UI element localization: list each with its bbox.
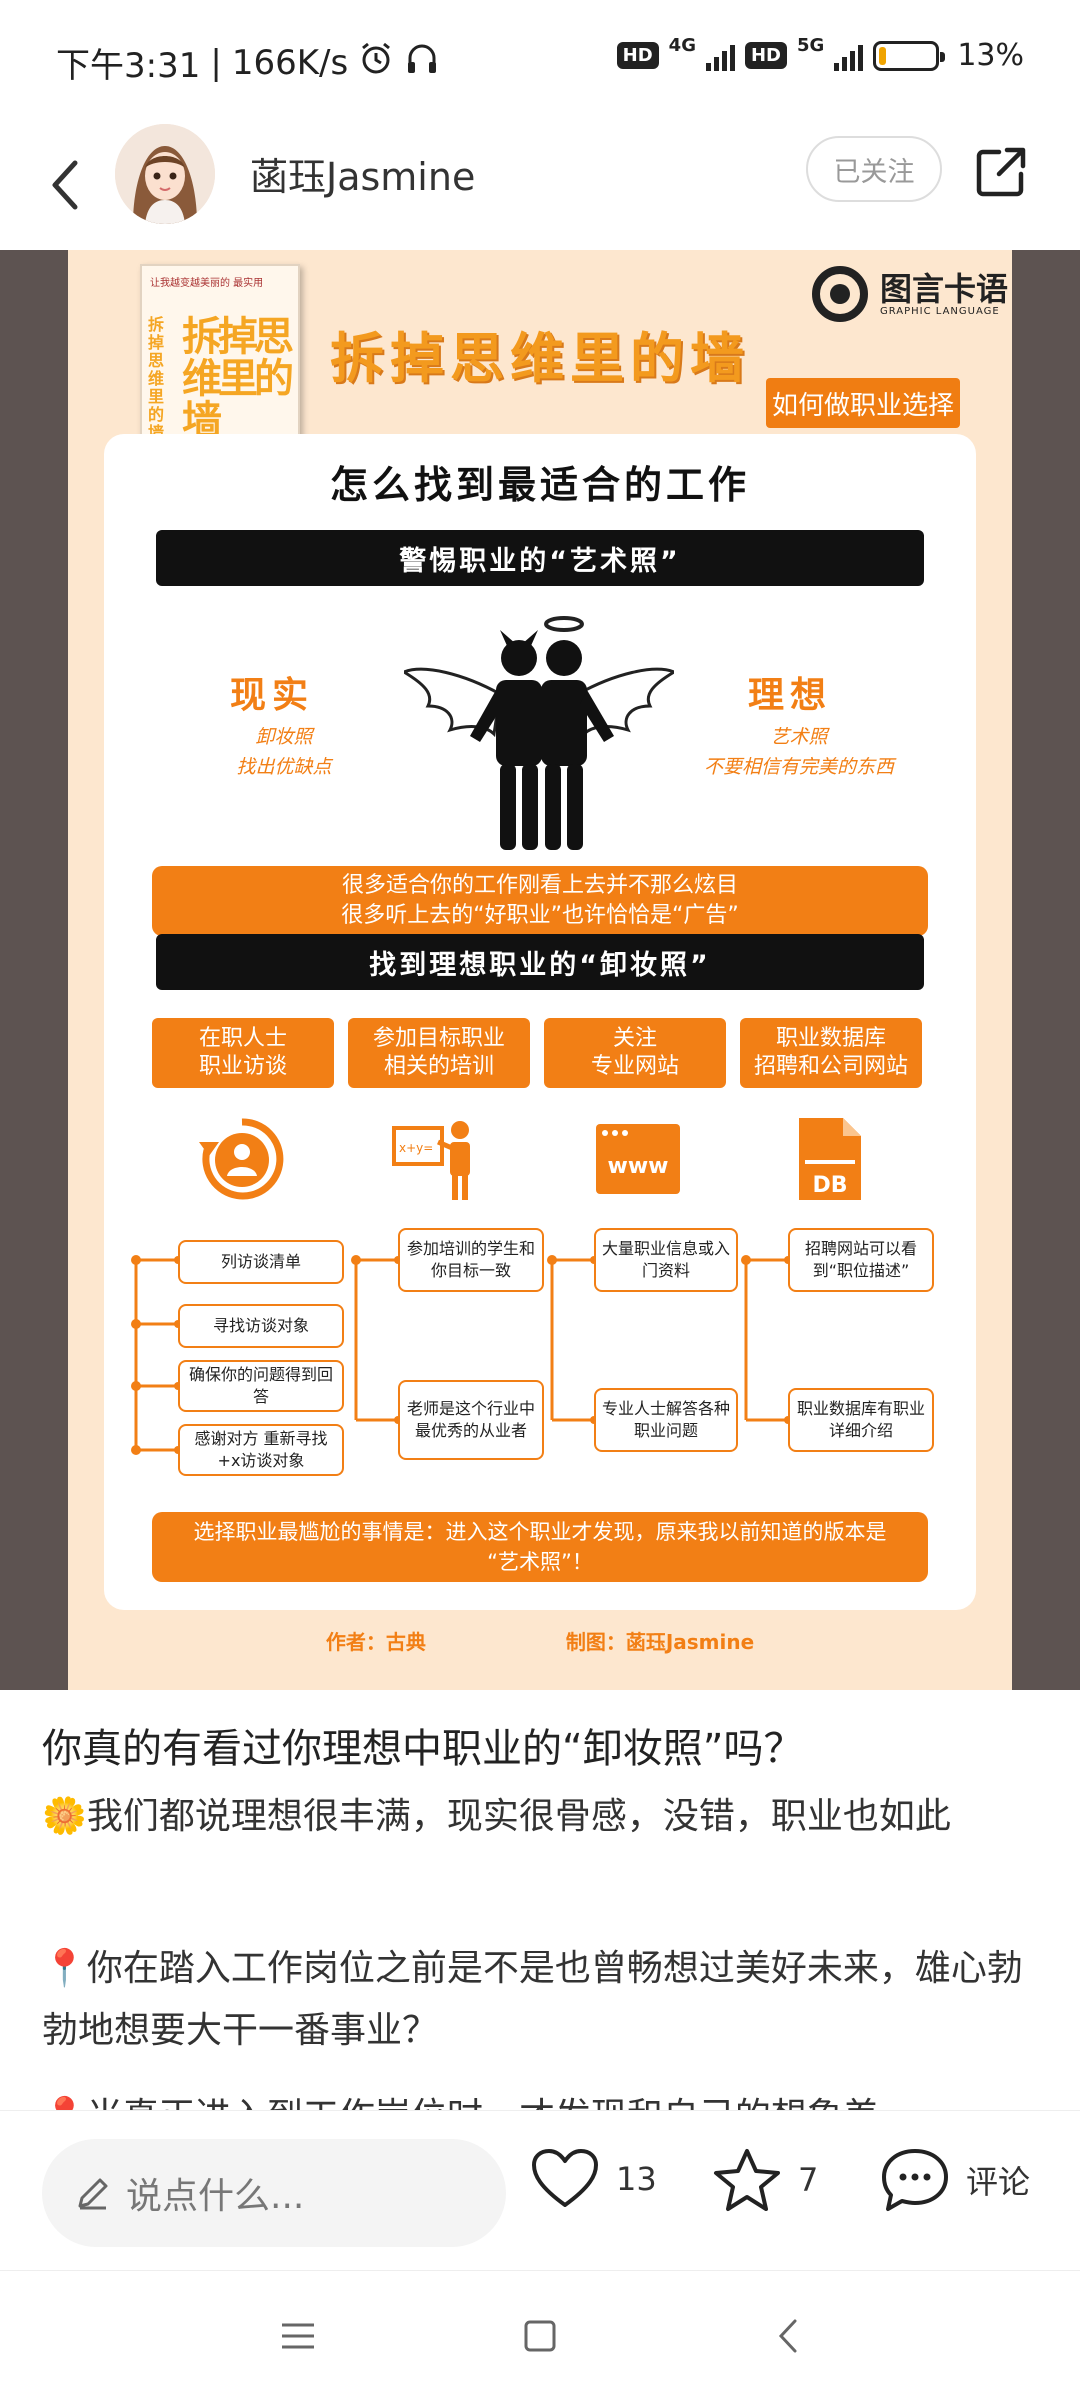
battery-percent: 13% — [957, 38, 1024, 73]
category-interview: 在职人士 职业访谈 — [152, 1018, 334, 1088]
avatar[interactable] — [115, 124, 215, 224]
network-speed: 166K/s — [231, 42, 349, 83]
category-training: 参加目标职业 相关的培训 — [348, 1018, 530, 1088]
author-credit: 作者：古典 — [325, 1630, 426, 1654]
card-title: 怎么找到最适合的工作 — [329, 462, 750, 507]
chevron-left-icon — [52, 160, 78, 210]
poster-card: 怎么找到最适合的工作 警惕职业的“艺术照” 现实 卸妆照 找出优缺点 理想 艺术… — [104, 434, 976, 1610]
like-count: 13 — [616, 2160, 657, 2198]
share-icon — [976, 147, 1026, 197]
signal-bars-icon — [705, 41, 735, 71]
star-icon — [714, 2149, 780, 2211]
step-item: 老师是这个行业中最优秀的从业者 — [398, 1380, 544, 1460]
comment-placeholder: 说点什么... — [126, 2176, 305, 2217]
status-time: 下午3:31 — [56, 46, 201, 86]
triangle-back-icon — [778, 2319, 797, 2353]
network-type-5g: 5G — [797, 35, 825, 56]
brand-logo: 图言卡语 GRAPHIC LANGUAGE — [812, 266, 1008, 322]
menu-icon — [282, 2323, 314, 2349]
post-paragraph: 📍当真正进入到工作岗位时，才发现和自己的想象差 — [42, 2086, 1042, 2110]
category-websites: 关注 专业网站 — [544, 1018, 726, 1088]
post-header: 菡珏Jasmine 已关注 — [0, 120, 1080, 250]
headphones-icon — [404, 40, 440, 85]
poster-tag: 如何做职业选择 — [766, 378, 960, 428]
bottom-action-bar: 说点什么... 13 7 评论 — [0, 2110, 1080, 2270]
hd-badge: HD — [616, 42, 659, 69]
nav-back-button[interactable] — [758, 2311, 818, 2361]
svg-text:DB: DB — [812, 1173, 847, 1198]
poster-credits: 作者：古典 制图：菡珏Jasmine — [68, 1626, 1012, 1655]
step-item: 寻找访谈对象 — [178, 1304, 344, 1348]
system-nav-bar — [0, 2270, 1080, 2400]
username[interactable]: 菡珏Jasmine — [250, 155, 476, 199]
like-button[interactable]: 13 — [530, 2147, 657, 2211]
database-file-icon: DB — [780, 1114, 880, 1204]
section-header-1: 警惕职业的“艺术照” — [156, 530, 924, 586]
hd-badge: HD — [744, 42, 787, 69]
section-header-2: 找到理想职业的“卸妆照” — [156, 934, 924, 990]
step-item: 参加培训的学生和你目标一致 — [398, 1228, 544, 1292]
ideal-heading: 理想 — [748, 675, 833, 716]
step-item: 列访谈清单 — [178, 1240, 344, 1284]
follow-button[interactable]: 已关注 — [806, 136, 942, 202]
category-database: 职业数据库 招聘和公司网站 — [740, 1018, 922, 1088]
status-bar: 下午3:31 | 166K/s HD 4G HD 5G 13% — [0, 0, 1080, 120]
chat-bubble-icon — [882, 2149, 948, 2211]
network-type-4g: 4G — [668, 35, 696, 56]
pencil-icon — [78, 2178, 108, 2210]
heart-icon — [532, 2149, 598, 2207]
reality-desc: 卸妆照 找出优缺点 — [236, 726, 332, 778]
comment-input[interactable]: 说点什么... — [42, 2139, 506, 2247]
square-home-icon — [524, 2320, 556, 2352]
signal-bars-icon — [834, 41, 864, 71]
step-item: 职业数据库有职业详细介绍 — [788, 1388, 934, 1452]
back-button[interactable] — [30, 145, 100, 225]
step-item: 大量职业信息或入门资料 — [594, 1228, 738, 1292]
note-banner-2: 选择职业最尴尬的事情是：进入这个职业才发现，原来我以前知道的版本是 “艺术照”！ — [152, 1512, 928, 1582]
post-content: 你真的有看过你理想中职业的“卸妆照”吗？ 🌼我们都说理想很丰满，现实很骨感，没错… — [0, 1690, 1080, 2110]
step-item: 确保你的问题得到回答 — [178, 1360, 344, 1412]
favorite-count: 7 — [798, 2161, 819, 2199]
menu-button[interactable] — [268, 2311, 328, 2361]
teacher-board-icon: x+y= — [390, 1114, 490, 1204]
home-button[interactable] — [510, 2311, 570, 2361]
post-image[interactable]: 让我越变越美丽的 最实用 拆掉思维里的墙 拆掉思维里的墙 图言卡语 GRAPHI… — [0, 250, 1080, 1690]
www-browser-icon: www — [588, 1114, 688, 1204]
designer-credit: 制图：菡珏Jasmine — [565, 1630, 755, 1654]
alarm-icon — [358, 40, 394, 85]
post-title: 你真的有看过你理想中职业的“卸妆照”吗？ — [42, 1726, 804, 1772]
note-banner-1: 很多适合你的工作刚看上去并不那么炫目 很多听上去的“好职业”也许恰恰是“广告” — [152, 866, 928, 936]
brand-circle-icon — [812, 266, 868, 322]
favorite-button[interactable]: 7 — [712, 2147, 818, 2213]
infographic-poster: 让我越变越美丽的 最实用 拆掉思维里的墙 拆掉思维里的墙 图言卡语 GRAPHI… — [68, 250, 1012, 1690]
devil-angel-figure-icon — [404, 616, 674, 850]
share-button[interactable] — [966, 140, 1036, 204]
comment-label: 评论 — [966, 2163, 1031, 2201]
step-item: 招聘网站可以看到“职位描述” — [788, 1228, 934, 1292]
battery-icon — [873, 40, 946, 71]
step-item: 专业人士解答各种职业问题 — [594, 1388, 738, 1452]
svg-text:x+y=: x+y= — [399, 1141, 433, 1155]
ideal-desc: 艺术照 不要相信有完美的东西 — [703, 726, 894, 778]
reality-heading: 现实 — [230, 675, 315, 716]
post-paragraph: 🌼我们都说理想很丰满，现实很骨感，没错，职业也如此 — [42, 1796, 951, 1837]
svg-text:www: www — [608, 1154, 669, 1179]
step-item: 感谢对方 重新寻找+x访谈对象 — [178, 1424, 344, 1476]
post-paragraph: 📍你在踏入工作岗位之前是不是也曾畅想过美好未来，雄心勃勃地想要大干一番事业？ — [42, 1948, 1023, 2051]
poster-title: 拆掉思维里的墙 — [330, 326, 750, 390]
person-refresh-icon — [192, 1114, 292, 1204]
comment-button[interactable]: 评论 — [880, 2147, 1030, 2213]
